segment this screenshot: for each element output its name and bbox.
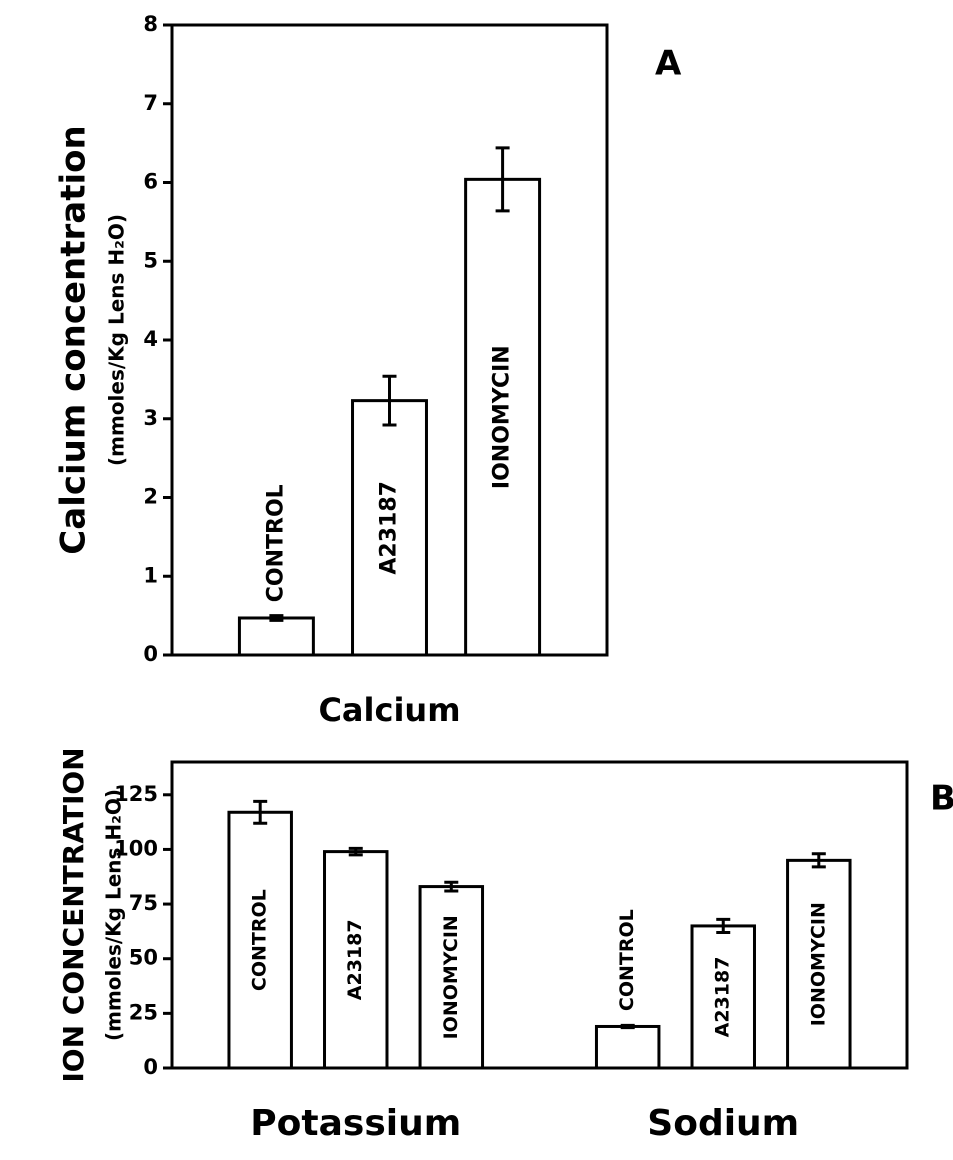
bar-label: CONTROL: [249, 889, 271, 991]
bar-label: CONTROL: [263, 484, 288, 602]
bar-label: A23187: [344, 919, 366, 1000]
bar-label: CONTROL: [616, 909, 638, 1011]
plot-frame: [170, 760, 909, 1070]
y-tick-label: 0: [143, 642, 158, 666]
y-tick-label: 7: [143, 91, 158, 115]
bar-label: IONOMYCIN: [440, 915, 462, 1039]
bar: [690, 924, 756, 1070]
error-bar: [269, 614, 284, 622]
error-bar: [382, 374, 397, 427]
panel-label: A: [655, 44, 682, 84]
y-tick-label: 3: [143, 406, 158, 430]
error-bar: [495, 146, 510, 213]
bar-label: A23187: [712, 957, 734, 1038]
panel-label: B: [930, 779, 953, 819]
y-axis-units: (mmoles/Kg Lens H₂O): [105, 214, 129, 466]
y-tick-label: 6: [143, 170, 158, 194]
error-bar: [811, 852, 826, 869]
bar: [323, 850, 389, 1070]
bar: [351, 399, 428, 657]
y-axis-units: (mmoles/Kg Lens H₂O): [102, 789, 126, 1041]
y-tick-label: 100: [114, 836, 158, 860]
error-bar: [620, 1023, 635, 1030]
y-tick-label: 0: [143, 1055, 158, 1079]
y-tick-label: 8: [143, 12, 158, 36]
y-tick-label: 2: [143, 485, 158, 509]
y-tick-label: 125: [114, 782, 158, 806]
error-bar: [716, 917, 731, 934]
error-bar: [348, 846, 363, 857]
bar: [237, 616, 315, 657]
bar-label: A23187: [377, 481, 402, 575]
error-bar: [253, 799, 268, 825]
bar: [594, 1024, 661, 1070]
bar-label: IONOMYCIN: [490, 345, 515, 489]
bar: [418, 885, 485, 1070]
y-axis-title: ION CONCENTRATION: [57, 747, 90, 1082]
y-tick-label: 75: [129, 891, 158, 915]
y-tick-label: 5: [143, 248, 158, 272]
y-tick-label: 4: [143, 327, 158, 351]
category-label: Sodium: [647, 1103, 799, 1144]
y-axis-title: Calcium concentration: [54, 125, 94, 554]
category-label: Calcium: [318, 691, 460, 729]
bar-label: IONOMYCIN: [807, 902, 829, 1026]
y-tick-label: 50: [129, 946, 158, 970]
error-bar: [444, 880, 459, 893]
y-tick-label: 25: [129, 1000, 158, 1024]
y-tick-label: 1: [143, 563, 158, 587]
category-label: Potassium: [250, 1103, 461, 1144]
